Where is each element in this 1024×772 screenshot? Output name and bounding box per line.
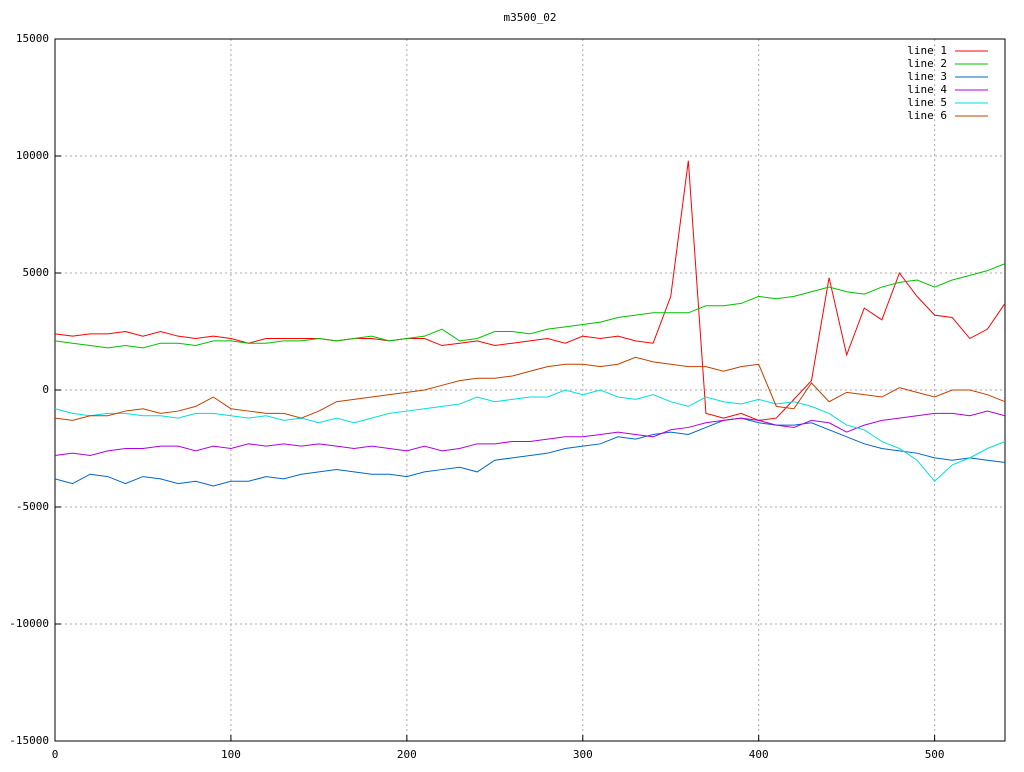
series-line: [54, 263, 1006, 349]
chart-title: m3500_02: [504, 11, 557, 24]
y-tick-label: -10000: [9, 617, 49, 630]
y-tick-label: 10000: [16, 149, 49, 162]
legend-label: line 3: [907, 70, 947, 83]
plot-frame: [54, 38, 1006, 742]
series-line: [54, 356, 1006, 421]
x-tick-label: 500: [925, 748, 945, 761]
series-line: [54, 410, 1006, 457]
legend-label: line 1: [907, 44, 947, 57]
x-tick-label: 100: [221, 748, 241, 761]
legend-label: line 2: [907, 57, 947, 70]
x-tick-label: 0: [52, 748, 59, 761]
y-tick-label: 0: [42, 383, 49, 396]
legend-label: line 5: [907, 96, 947, 109]
y-tick-label: 5000: [23, 266, 50, 279]
y-tick-label: 15000: [16, 32, 49, 45]
series-line: [54, 160, 1006, 421]
x-tick-label: 300: [573, 748, 593, 761]
legend-label: line 4: [907, 83, 947, 96]
y-tick-label: -5000: [16, 500, 49, 513]
y-tick-label: -15000: [9, 734, 49, 747]
x-tick-label: 200: [397, 748, 417, 761]
legend-label: line 6: [907, 109, 947, 122]
series-line: [54, 389, 1006, 482]
series-line: [54, 417, 1006, 487]
x-tick-label: 400: [749, 748, 769, 761]
